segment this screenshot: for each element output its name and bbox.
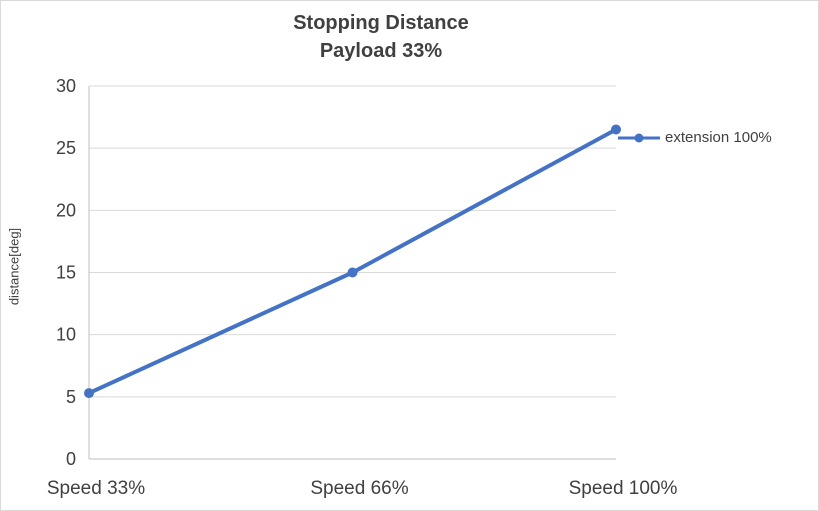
legend: extension 100% [617, 129, 772, 146]
y-tick-label: 25 [56, 138, 76, 158]
x-category-label: Speed 33% [47, 478, 145, 499]
chart-title-line1: Stopping Distance [293, 12, 469, 34]
series-line [87, 127, 618, 396]
x-category-label: Speed 100% [569, 478, 678, 499]
legend-line-marker-icon [618, 133, 660, 142]
y-tick-label: 15 [56, 263, 76, 283]
data-point-marker [611, 124, 621, 135]
data-point-marker [347, 267, 358, 278]
y-tick-label: 10 [56, 325, 76, 345]
legend-label: extension 100% [665, 129, 772, 146]
y-tick-label: 20 [56, 200, 76, 220]
y-tick-label: 0 [66, 449, 76, 469]
chart-title: Stopping Distance Payload 33% [1, 9, 761, 65]
y-tick-label: 5 [66, 387, 76, 407]
data-point-marker [84, 388, 94, 399]
chart-title-line2: Payload 33% [319, 40, 443, 62]
y-tick-label: 30 [56, 76, 76, 96]
x-category-label: Speed 66% [310, 478, 408, 499]
